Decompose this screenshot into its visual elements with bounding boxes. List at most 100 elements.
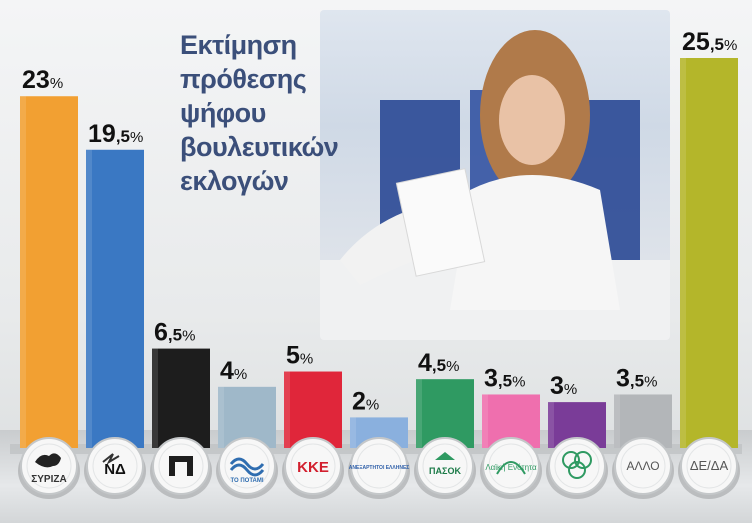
icon-ring [554, 443, 600, 489]
title-line: βουλευτικών [180, 132, 339, 162]
icon-label: ΝΔ [104, 461, 126, 478]
data-label: 3,5% [484, 364, 525, 392]
icon-label: ΤΟ ΠΟΤΑΜΙ [230, 478, 263, 484]
data-label-decimal: ,5 [116, 127, 130, 146]
bar-highlight [548, 402, 554, 448]
icon-ring [290, 443, 336, 489]
data-label: 4,5% [418, 349, 459, 377]
data-label-percent: % [724, 37, 737, 54]
title-line: ψήφου [180, 98, 266, 128]
wave-icon [229, 463, 265, 477]
bar-highlight [680, 58, 686, 448]
clover-leaf-icon [574, 451, 592, 469]
bar-golden-dawn [152, 348, 210, 448]
icon-label: ΔΕ/ΔΑ [690, 458, 729, 473]
bar-undecided [680, 58, 738, 448]
data-label-integer: 4 [418, 349, 432, 377]
data-label: 6,5% [154, 319, 195, 347]
data-label: 5% [286, 342, 313, 370]
bar-highlight [20, 96, 26, 448]
data-label-percent: % [644, 373, 657, 390]
data-label-integer: 3 [484, 364, 498, 392]
data-label-percent: % [50, 75, 63, 92]
icon-label: ΣΥΡΙΖΑ [31, 474, 66, 485]
data-label: 25,5% [682, 28, 737, 56]
icon-label: ΚΚΕ [297, 459, 329, 476]
golden-dawn-logo [152, 437, 210, 495]
data-label-integer: 5 [286, 342, 300, 370]
bar-highlight [284, 371, 290, 448]
photo-illustration [320, 30, 670, 340]
data-label: 19,5% [88, 120, 143, 148]
data-label-decimal: ,5 [498, 371, 512, 390]
arc-icon [496, 461, 526, 475]
icon-label: ΑΛΛΟ [626, 459, 659, 473]
pasok-logo [416, 437, 474, 495]
anel-logo [350, 437, 408, 495]
data-label-integer: 25 [682, 28, 710, 56]
data-label-integer: 6 [154, 319, 168, 347]
greece-map-icon [35, 453, 61, 468]
data-label-percent: % [300, 351, 313, 368]
kke-logo [284, 437, 342, 495]
icon-label: ΑΝΕΞΑΡΤΗΤΟΙ ΕΛΛΗΝΕΣ [349, 465, 410, 471]
data-label: 4% [220, 357, 247, 385]
laiki-enotita-logo [482, 437, 540, 495]
clover-leaf-icon [562, 451, 580, 469]
icon-ring [488, 443, 534, 489]
data-label-percent: % [366, 396, 379, 413]
bar-highlight [86, 149, 92, 448]
bar-highlight [614, 394, 620, 448]
icon-ring [686, 443, 732, 489]
data-label-percent: % [182, 328, 195, 345]
data-label-decimal: ,5 [710, 35, 724, 54]
icon-label: Λαϊκή Ενότητα [485, 463, 537, 472]
wave-icon [229, 457, 265, 471]
data-label-percent: % [130, 129, 143, 146]
bar-kke [284, 371, 342, 448]
data-label-decimal: ,5 [432, 356, 446, 375]
data-label: 3,5% [616, 364, 657, 392]
data-label-integer: 23 [22, 66, 50, 94]
icon-label: ΠΑΣΟΚ [429, 466, 461, 476]
data-label-decimal: ,5 [168, 326, 182, 345]
data-label-integer: 3 [550, 372, 564, 400]
data-label-integer: 2 [352, 387, 366, 415]
data-label: 23% [22, 66, 63, 94]
nd-logo [86, 437, 144, 495]
title-line: Εκτίμηση [180, 30, 297, 60]
bar-pasok [416, 379, 474, 448]
icon-ring [26, 443, 72, 489]
data-label-integer: 3 [616, 364, 630, 392]
other-label [614, 437, 672, 495]
icon-ring [92, 443, 138, 489]
bar-highlight [482, 394, 488, 448]
icon-ring [356, 443, 402, 489]
data-label-percent: % [564, 381, 577, 398]
data-label-percent: % [234, 366, 247, 383]
bar-syriza [20, 96, 78, 448]
icon-ring [158, 443, 204, 489]
data-label-percent: % [512, 373, 525, 390]
icon-ring [620, 443, 666, 489]
data-label: 2% [352, 387, 379, 415]
icon-ring [224, 443, 270, 489]
chart-title: Εκτίμηση πρόθεσης ψήφου βουλευτικών εκλο… [180, 28, 360, 198]
sun-icon [435, 452, 455, 460]
data-label-integer: 4 [220, 357, 234, 385]
bar-highlight [350, 417, 356, 448]
meander-icon [169, 456, 193, 476]
bar-highlight [416, 379, 422, 448]
bar-nd [86, 149, 144, 448]
data-label-integer: 19 [88, 120, 116, 148]
data-label: 3% [550, 372, 577, 400]
clover-leaf-icon [568, 461, 586, 479]
undecided-label [680, 437, 738, 495]
bar-highlight [218, 386, 224, 448]
data-label-decimal: ,5 [630, 371, 644, 390]
icon-ring [422, 443, 468, 489]
title-line: πρόθεσης [180, 64, 307, 94]
bar-highlight [152, 348, 158, 448]
